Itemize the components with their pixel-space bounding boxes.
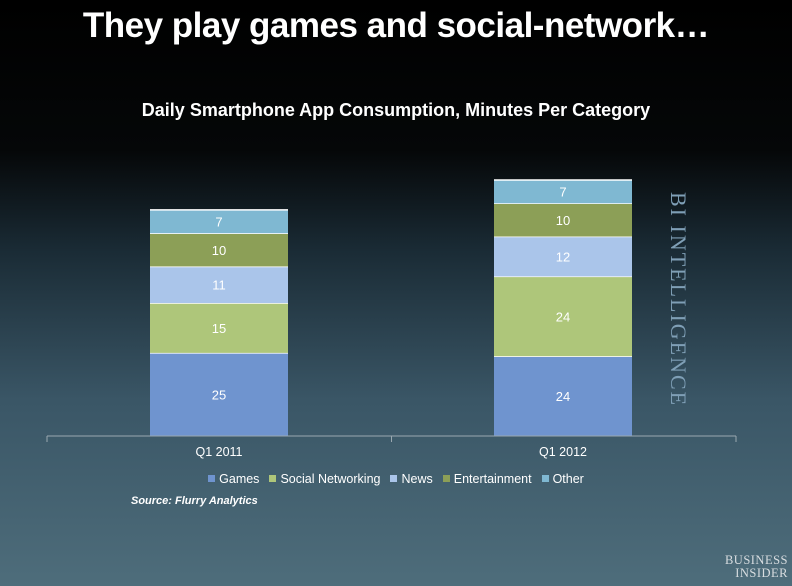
legend-swatch — [390, 475, 398, 482]
legend-label: Social Networking — [280, 472, 381, 486]
legend-swatch — [269, 475, 277, 482]
data-label: 15 — [212, 321, 226, 336]
data-label: 10 — [556, 213, 570, 228]
bar-segment-social-networking-q1-2012 — [494, 276, 632, 357]
legend-label: Entertainment — [453, 472, 532, 486]
bar-segment-other-q1-2012 — [494, 180, 632, 204]
logo-line-2: INSIDER — [735, 566, 788, 580]
bar-segment-social-networking-q1-2011 — [150, 303, 288, 353]
chart-legend: Games Social Networking News Entertainment O… — [0, 472, 792, 486]
data-label: 7 — [559, 185, 566, 200]
data-label: 7 — [215, 215, 222, 230]
data-label: 25 — [212, 387, 226, 402]
bar-segment-other-q1-2011 — [150, 209, 288, 234]
bar-segment-news-q1-2012 — [494, 236, 632, 277]
data-label: 12 — [556, 249, 570, 264]
legend-swatch — [442, 475, 450, 482]
headline: They play games and social-network… — [82, 6, 710, 45]
legend-item: Games — [208, 472, 259, 486]
x-tick-label: Q1 2011 — [195, 445, 242, 459]
legend-item: Other — [541, 472, 584, 486]
legend-label: News — [401, 472, 433, 486]
legend-swatch — [541, 475, 549, 482]
data-label: 24 — [556, 309, 570, 324]
stacked-bar-chart: 25 15 11 10 7 Q1 2011 24 24 12 10 7 Q1 2012 — [46, 180, 737, 459]
chart-title: Daily Smartphone App Consumption, Minute… — [141, 100, 651, 120]
bar-segment-entertainment-q1-2012 — [494, 203, 632, 237]
business-insider-logo: BUSINESS INSIDER — [725, 554, 788, 580]
legend-label: Games — [219, 472, 260, 486]
x-tick-label: Q1 2012 — [539, 445, 587, 459]
bi-intelligence-watermark: BI INTELLIGENCE — [666, 192, 691, 408]
legend-swatch — [208, 475, 216, 482]
legend-item: Social Networking — [269, 472, 380, 486]
data-label: 10 — [212, 243, 226, 258]
bar-segment-games-q1-2012 — [494, 356, 632, 436]
bar-segment-entertainment-q1-2011 — [150, 233, 288, 267]
legend-item: Entertainment — [442, 472, 532, 486]
source-note: Source: Flurry Analytics — [131, 495, 258, 507]
legend-label: Other — [552, 472, 584, 486]
bar-segment-games-q1-2011 — [150, 352, 288, 436]
logo-line-1: BUSINESS — [724, 553, 788, 567]
legend-item: News — [390, 472, 433, 486]
data-label: 11 — [212, 278, 226, 293]
data-label: 24 — [556, 389, 570, 404]
bar-segment-news-q1-2011 — [150, 266, 288, 304]
